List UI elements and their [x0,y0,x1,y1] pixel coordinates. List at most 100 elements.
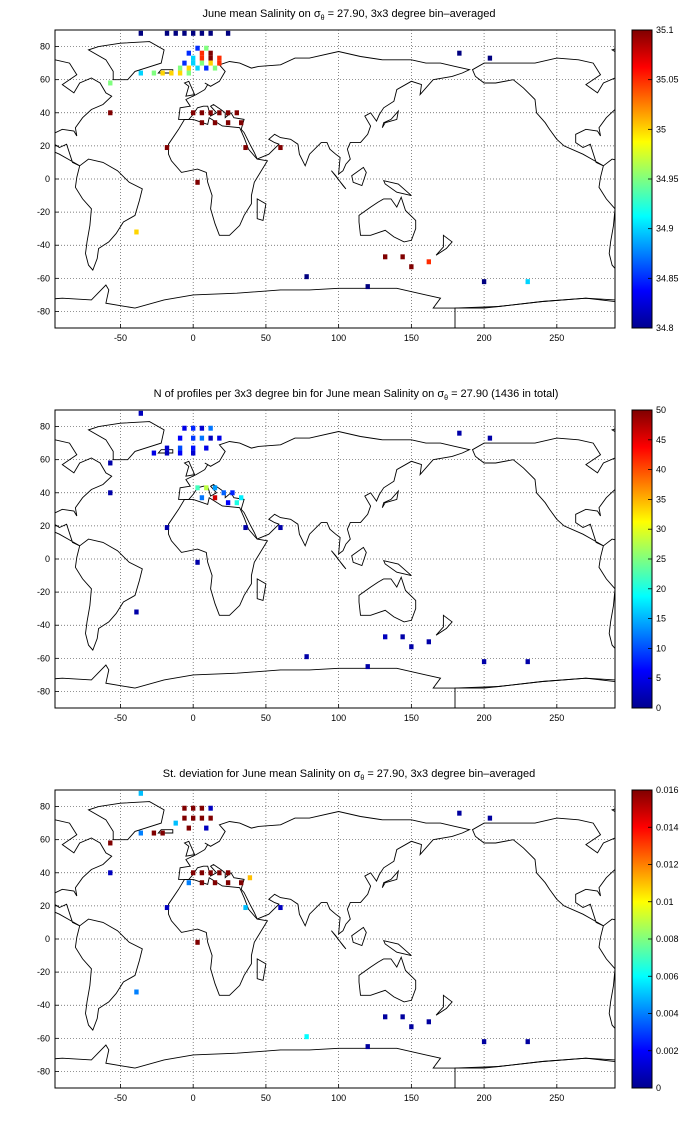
coastline [74,538,143,651]
y-tick-label: -60 [37,1033,50,1043]
bin-cell [186,70,191,76]
y-tick-label: -20 [37,967,50,977]
bin-cell [151,450,157,456]
bin-cell [239,495,244,501]
bin-cell [400,634,405,640]
bin-cell [164,525,170,531]
bin-cell [225,120,231,126]
y-tick-label: 0 [45,554,50,564]
bin-cell [177,450,183,456]
panel-2-data-cells [108,410,530,670]
bin-cell [138,830,143,836]
bin-cell [383,634,388,640]
x-tick-label: 250 [549,333,564,343]
panel-1-plot: -50 0 50 100 150 200 250 -80 -60 -40 -20 0 20 40 60 80 [37,29,616,343]
coastline [55,439,113,547]
bin-cell [487,55,493,61]
coastline [471,437,615,547]
panel-1-tick-labels: -50 0 50 100 150 200 250 -80 -60 -40 -20 0 20 40 60 80 [37,42,564,343]
bin-cell [217,435,222,441]
colorbar-tick-label: 0.014 [656,822,679,832]
panel-1-title: June mean Salinity on σθ = 27.90, 3x3 de… [203,8,496,22]
bin-cell [208,60,213,66]
bin-cell [191,815,196,821]
bin-cell [191,30,196,36]
bin-cell [212,485,218,491]
bin-cell [138,70,143,76]
bin-cell [108,460,113,466]
colorbar-tick-label: 40 [656,465,666,475]
colorbar-tick-label: 50 [656,405,666,415]
panel-1: June mean Salinity on σθ = 27.90, 3x3 de… [37,8,679,343]
bin-cell [199,425,205,431]
y-tick-label: 40 [40,488,50,498]
bin-cell [204,65,209,71]
coastline [87,41,165,81]
bin-cell [400,1014,405,1020]
x-tick-label: 0 [191,1093,196,1103]
bin-cell [365,1044,370,1050]
bin-cell [304,654,309,660]
bin-cell [182,805,187,811]
coastline [183,80,196,97]
y-tick-label: -40 [37,1000,50,1010]
x-tick-label: -50 [114,333,127,343]
bin-cell [199,110,205,116]
bin-cell [191,435,196,441]
bin-cell [191,425,196,431]
colorbar-tick-label: 0 [656,703,661,713]
bin-cell [525,1039,530,1045]
bin-cell [400,254,405,260]
coastline [331,170,347,190]
colorbar-tick-label: 5 [656,673,661,683]
coastline [331,550,347,570]
coastline [435,614,453,636]
panel-3-coastlines [55,801,615,1088]
bin-cell [138,790,143,796]
bin-cell [204,485,209,491]
bin-cell [217,55,222,61]
x-tick-label: 200 [477,713,492,723]
y-tick-label: 40 [40,868,50,878]
coastline [168,876,269,996]
y-tick-label: 20 [40,141,50,151]
bin-cell [243,145,248,151]
x-tick-label: 100 [331,713,346,723]
bin-cell [426,259,431,265]
bin-cell [186,880,191,886]
coastline [55,819,113,927]
coastline [168,116,269,236]
coastline [381,489,400,508]
panel-1-coastlines [55,41,615,328]
coastline [74,918,143,1031]
bin-cell [409,1024,414,1030]
bin-cell [230,490,235,496]
colorbar-tick-label: 0.012 [656,860,679,870]
colorbar-tick-label: 34.9 [656,224,674,234]
bin-cell [487,815,493,821]
coastline [471,57,615,167]
colorbar-tick-label: 20 [656,584,666,594]
y-tick-label: -20 [37,207,50,217]
bin-cell [164,30,170,36]
coastline [55,59,113,167]
y-tick-label: -60 [37,653,50,663]
coastline [598,918,615,1030]
bin-cell [212,120,218,126]
coastline [256,578,267,601]
x-tick-label: -50 [114,713,127,723]
coastline [256,958,267,981]
coastline [692,498,696,616]
colorbar-tick-label: 10 [656,643,666,653]
coastline [351,166,367,187]
bin-cell [199,120,205,126]
bin-cell [138,410,143,416]
x-tick-label: 150 [404,1093,419,1103]
coastline [382,180,412,197]
coastline [168,496,269,616]
bin-cell [195,65,200,71]
bin-cell [221,490,226,496]
x-tick-label: 200 [477,1093,492,1103]
